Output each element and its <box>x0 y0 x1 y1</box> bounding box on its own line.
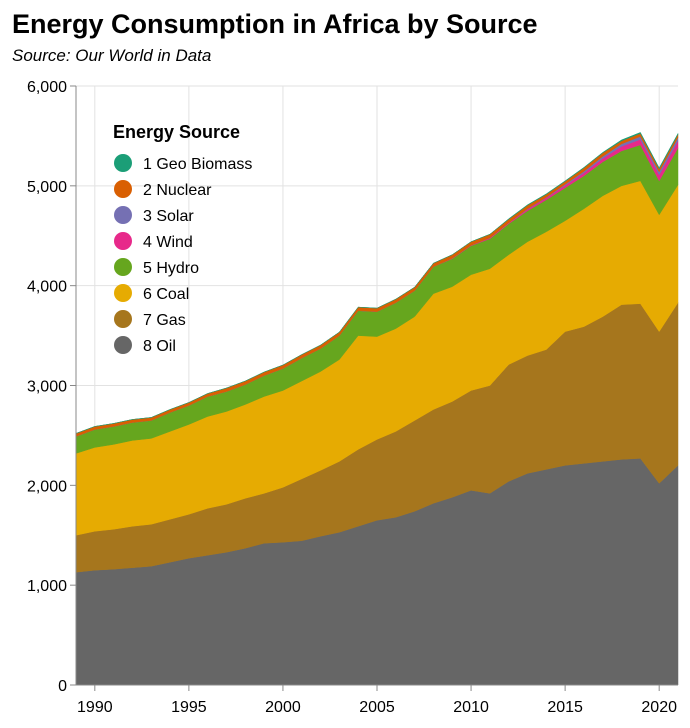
y-tick-label: 1,000 <box>27 578 67 595</box>
legend-swatch <box>114 180 132 198</box>
y-tick-label: 4,000 <box>27 279 67 296</box>
legend-swatch <box>114 336 132 354</box>
y-tick-label: 5,000 <box>27 179 67 196</box>
legend-label: 6 Coal <box>143 286 189 303</box>
y-tick-label: 3,000 <box>27 379 67 396</box>
x-tick-label: 1990 <box>77 699 113 716</box>
x-tick-label: 2015 <box>547 699 583 716</box>
legend-label: 2 Nuclear <box>143 182 212 199</box>
axes: 0 1,000 2,000 3,000 4,000 5,000 6,000 1990 1995 2… <box>27 79 678 716</box>
y-tick-label: 6,000 <box>27 79 67 96</box>
legend-label: 1 Geo Biomass <box>143 156 252 173</box>
x-tick-label: 1995 <box>171 699 207 716</box>
y-tick-label: 0 <box>58 678 67 695</box>
chart-subtitle: Source: Our World in Data <box>12 46 211 65</box>
legend: Energy Source 1 Geo Biomass 2 Nuclear 3 So… <box>113 122 252 355</box>
legend-title: Energy Source <box>113 122 240 142</box>
legend-swatch <box>114 154 132 172</box>
legend-label: 3 Solar <box>143 208 194 225</box>
legend-swatch <box>114 258 132 276</box>
x-tick-label: 2010 <box>453 699 489 716</box>
legend-label: 8 Oil <box>143 338 176 355</box>
legend-label: 7 Gas <box>143 312 186 329</box>
legend-label: 4 Wind <box>143 234 193 251</box>
legend-swatch <box>114 310 132 328</box>
legend-swatch <box>114 232 132 250</box>
x-tick-label: 2005 <box>359 699 395 716</box>
chart-title: Energy Consumption in Africa by Source <box>12 9 538 39</box>
legend-swatch <box>114 284 132 302</box>
y-tick-label: 2,000 <box>27 478 67 495</box>
legend-swatch <box>114 206 132 224</box>
legend-label: 5 Hydro <box>143 260 199 277</box>
x-tick-label: 2020 <box>641 699 677 716</box>
stacked-areas <box>75 132 679 686</box>
x-tick-label: 2000 <box>265 699 301 716</box>
area-1-geo-biomass <box>75 132 679 434</box>
